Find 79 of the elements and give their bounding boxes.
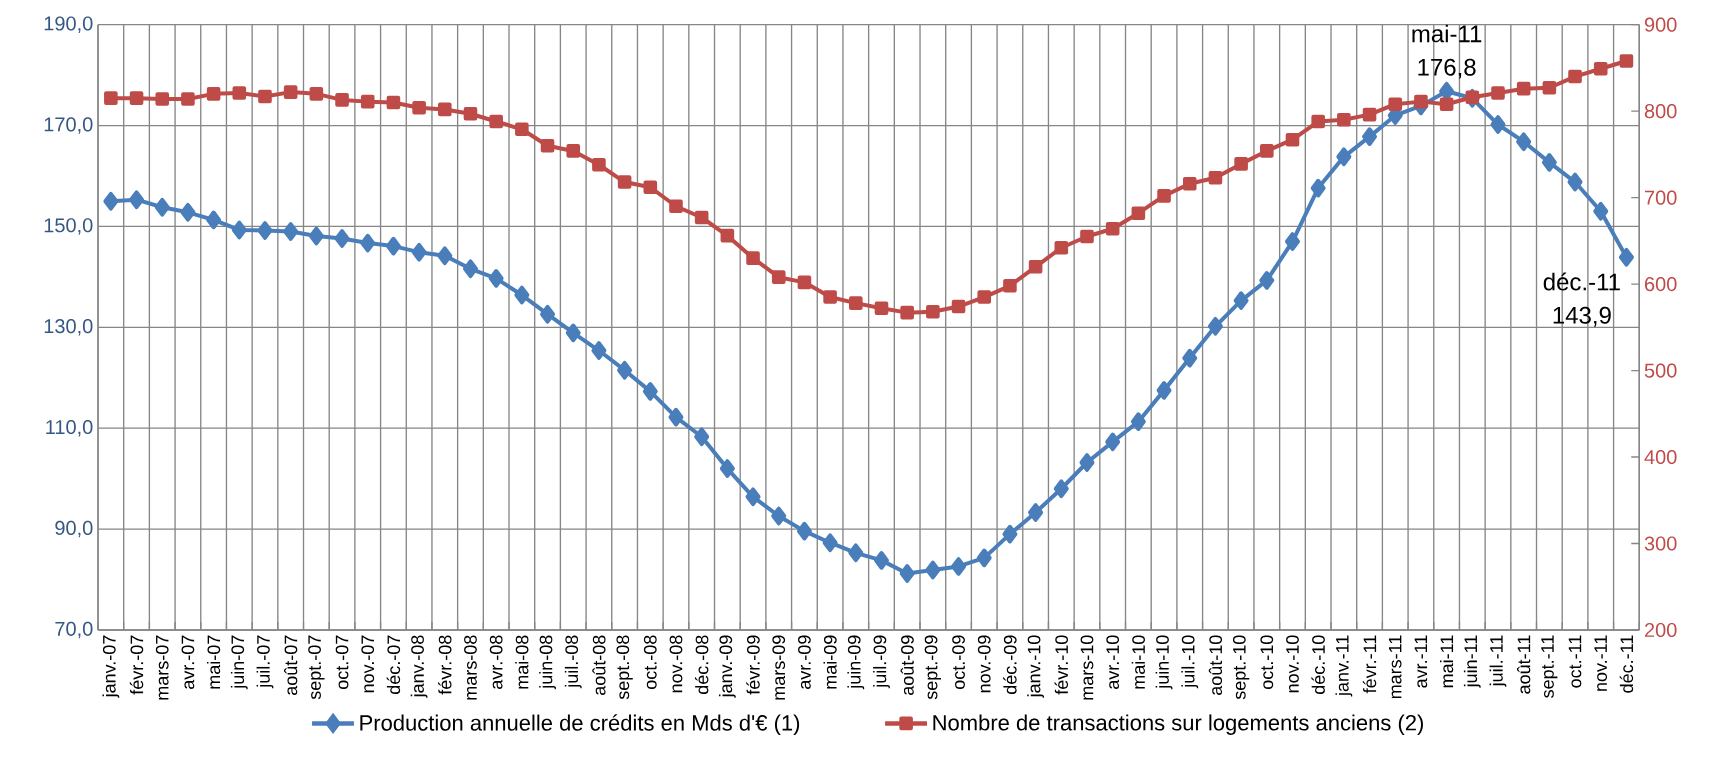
x-tick-label: févr.-11: [1362, 635, 1377, 694]
y2-tick-label: 200: [1644, 622, 1677, 638]
x-tick-label: sept.-11: [1541, 635, 1558, 698]
x-tick-label: janv.-11: [1335, 635, 1353, 697]
y-tick-label: 150,0: [44, 218, 93, 235]
x-tick-label: nov.-07: [361, 635, 375, 693]
x-tick-label: janv.-08: [410, 635, 428, 698]
x-tick-label: mai-07: [206, 635, 221, 689]
x-tick-label: févr.-10: [1054, 635, 1068, 695]
legend-label: Production annuelle de crédits en Mds d'€ (1): [360, 714, 800, 736]
x-tick-label: sept.-09: [924, 635, 942, 700]
x-tick-label: juil.-10: [1181, 635, 1199, 689]
x-tick-label: août-08: [592, 635, 606, 695]
x-tick-label: juin-11: [1463, 635, 1481, 688]
x-tick-label: mars-11: [1388, 635, 1402, 699]
x-tick-label: juil.-07: [256, 635, 274, 689]
y-tick-label: 190,0: [44, 16, 93, 33]
y2-tick-label: 300: [1644, 536, 1677, 551]
annotation: déc.-11 143,9: [1543, 272, 1620, 327]
y-tick-label: 90,0: [55, 520, 93, 538]
x-tick-label: juin-07: [230, 635, 248, 690]
x-tick-label: nov.-08: [669, 635, 683, 693]
x-tick-label: oct.-09: [952, 635, 965, 689]
annotation: mai-11 176,8: [1412, 24, 1482, 79]
x-tick-label: avr.-11: [1414, 635, 1428, 688]
x-tick-label: avr.-09: [798, 635, 811, 689]
x-tick-label: mai-08: [515, 635, 529, 689]
x-tick-label: déc.-11: [1619, 635, 1634, 693]
x-tick-label: août-10: [1208, 635, 1223, 695]
x-tick-label: mars-08: [464, 635, 477, 700]
x-tick-label: août-09: [900, 635, 914, 695]
x-tick-label: févr.-07: [129, 635, 144, 695]
y-tick-label: 110,0: [46, 419, 93, 437]
y2-tick-label: 600: [1645, 277, 1677, 292]
x-tick-label: nov.-09: [977, 635, 991, 693]
x-tick-label: mai-11: [1440, 635, 1454, 688]
x-tick-label: févr.-08: [438, 635, 452, 695]
y-tick-label: 130,0: [44, 319, 93, 336]
x-tick-label: juin-10: [1155, 635, 1173, 690]
x-tick-label: nov.-10: [1286, 635, 1299, 693]
legend-label: Nombre de transactions sur logements anciens (2): [933, 714, 1423, 735]
x-tick-label: janv.-10: [1027, 635, 1045, 698]
y2-tick-label: 900: [1644, 17, 1677, 32]
x-tick-label: oct.-10: [1260, 635, 1274, 689]
y2-tick-label: 500: [1644, 363, 1677, 378]
x-tick-label: août-07: [284, 635, 298, 695]
x-tick-label: sept.-10: [1232, 635, 1250, 700]
x-tick-label: avr.-07: [181, 635, 195, 689]
x-tick-label: août-11: [1517, 635, 1531, 694]
y2-tick-label: 800: [1644, 104, 1677, 119]
y2-tick-label: 400: [1644, 449, 1677, 465]
x-tick-label: avr.-10: [1106, 635, 1120, 689]
y-tick-label: 170,0: [44, 117, 93, 134]
x-tick-label: déc.-07: [386, 635, 401, 694]
x-tick-label: déc.-10: [1311, 635, 1325, 694]
x-tick-label: janv.-07: [102, 635, 120, 698]
x-tick-label: nov.-11: [1594, 635, 1608, 691]
x-tick-label: oct.-11: [1568, 635, 1582, 688]
x-tick-label: mai-10: [1131, 635, 1145, 689]
y2-tick-label: 700: [1645, 190, 1677, 205]
x-tick-label: oct.-07: [335, 635, 349, 689]
y-tick-label: 70,0: [55, 621, 93, 639]
x-tick-label: mars-09: [772, 635, 786, 700]
x-tick-label: juil.-09: [873, 635, 890, 689]
x-tick-label: déc.-09: [1003, 635, 1017, 694]
x-tick-label: déc.-08: [694, 635, 709, 694]
x-tick-label: mars-10: [1080, 635, 1094, 700]
x-tick-label: mai-09: [823, 635, 837, 689]
x-tick-label: avr.-08: [489, 635, 503, 689]
x-tick-label: mars-07: [155, 635, 169, 700]
x-tick-label: sept.-07: [308, 635, 325, 700]
x-tick-label: juin-08: [539, 635, 556, 690]
x-tick-label: juil.-11: [1489, 635, 1507, 687]
x-tick-label: juil.-08: [564, 635, 582, 689]
x-tick-label: juin-09: [847, 635, 865, 690]
x-tick-label: sept.-08: [616, 635, 633, 700]
x-tick-label: févr.-09: [746, 635, 760, 695]
x-tick-label: oct.-08: [643, 635, 657, 689]
x-tick-label: janv.-09: [718, 635, 736, 698]
